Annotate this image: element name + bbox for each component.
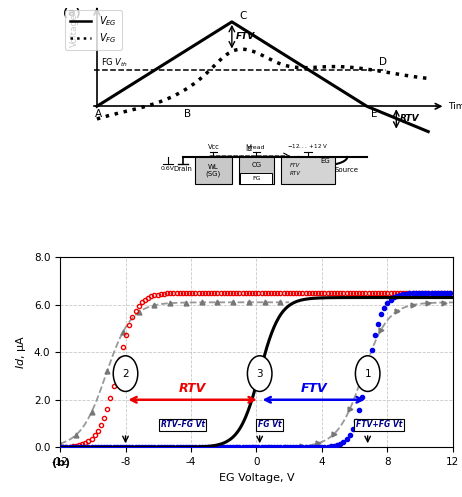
Text: FTV: FTV (290, 163, 300, 168)
FancyBboxPatch shape (281, 157, 335, 184)
Text: B: B (184, 109, 191, 119)
Circle shape (113, 356, 138, 392)
Text: EG: EG (320, 158, 330, 164)
Text: RTV: RTV (290, 170, 301, 175)
Text: FTV+FG Vt: FTV+FG Vt (356, 420, 402, 429)
Text: Source: Source (335, 167, 359, 173)
FancyBboxPatch shape (239, 157, 274, 184)
Text: Time: Time (448, 102, 462, 111)
Text: Vcc: Vcc (207, 144, 219, 150)
Text: FTV: FTV (236, 32, 255, 41)
Text: 0.6V: 0.6V (161, 166, 175, 171)
Circle shape (248, 356, 272, 392)
Text: $-12...+12$ V: $-12...+12$ V (287, 142, 328, 150)
Text: 1: 1 (365, 369, 371, 379)
X-axis label: EG Voltage, V: EG Voltage, V (219, 473, 294, 483)
Text: 2: 2 (122, 369, 129, 379)
Text: FTV: FTV (300, 382, 327, 395)
Text: FG Vt: FG Vt (258, 420, 281, 429)
Y-axis label: $Id$, μA: $Id$, μA (14, 335, 28, 369)
Text: (b): (b) (52, 458, 70, 468)
Legend: $V_{EG}$, $V_{FG}$: $V_{EG}$, $V_{FG}$ (65, 10, 122, 50)
Text: (a): (a) (62, 7, 80, 17)
Text: D: D (379, 57, 387, 67)
Text: Id: Id (245, 144, 253, 153)
Text: C: C (239, 11, 247, 21)
Text: Vread: Vread (247, 145, 266, 150)
Text: Drain: Drain (173, 166, 192, 172)
Text: FG $V_{th}$: FG $V_{th}$ (101, 56, 128, 69)
Circle shape (355, 356, 380, 392)
Text: RTV: RTV (179, 382, 206, 395)
Text: CG: CG (251, 162, 261, 167)
Text: A: A (95, 109, 102, 119)
Text: Voltage: Voltage (70, 13, 79, 47)
Text: FG: FG (252, 176, 261, 181)
Text: E: E (371, 109, 377, 119)
Text: WL
(SG): WL (SG) (206, 164, 221, 177)
FancyBboxPatch shape (240, 173, 273, 183)
Text: RTV: RTV (400, 114, 419, 123)
Text: RTV–FG Vt: RTV–FG Vt (161, 420, 205, 429)
Text: 3: 3 (256, 369, 263, 379)
FancyBboxPatch shape (195, 157, 232, 184)
